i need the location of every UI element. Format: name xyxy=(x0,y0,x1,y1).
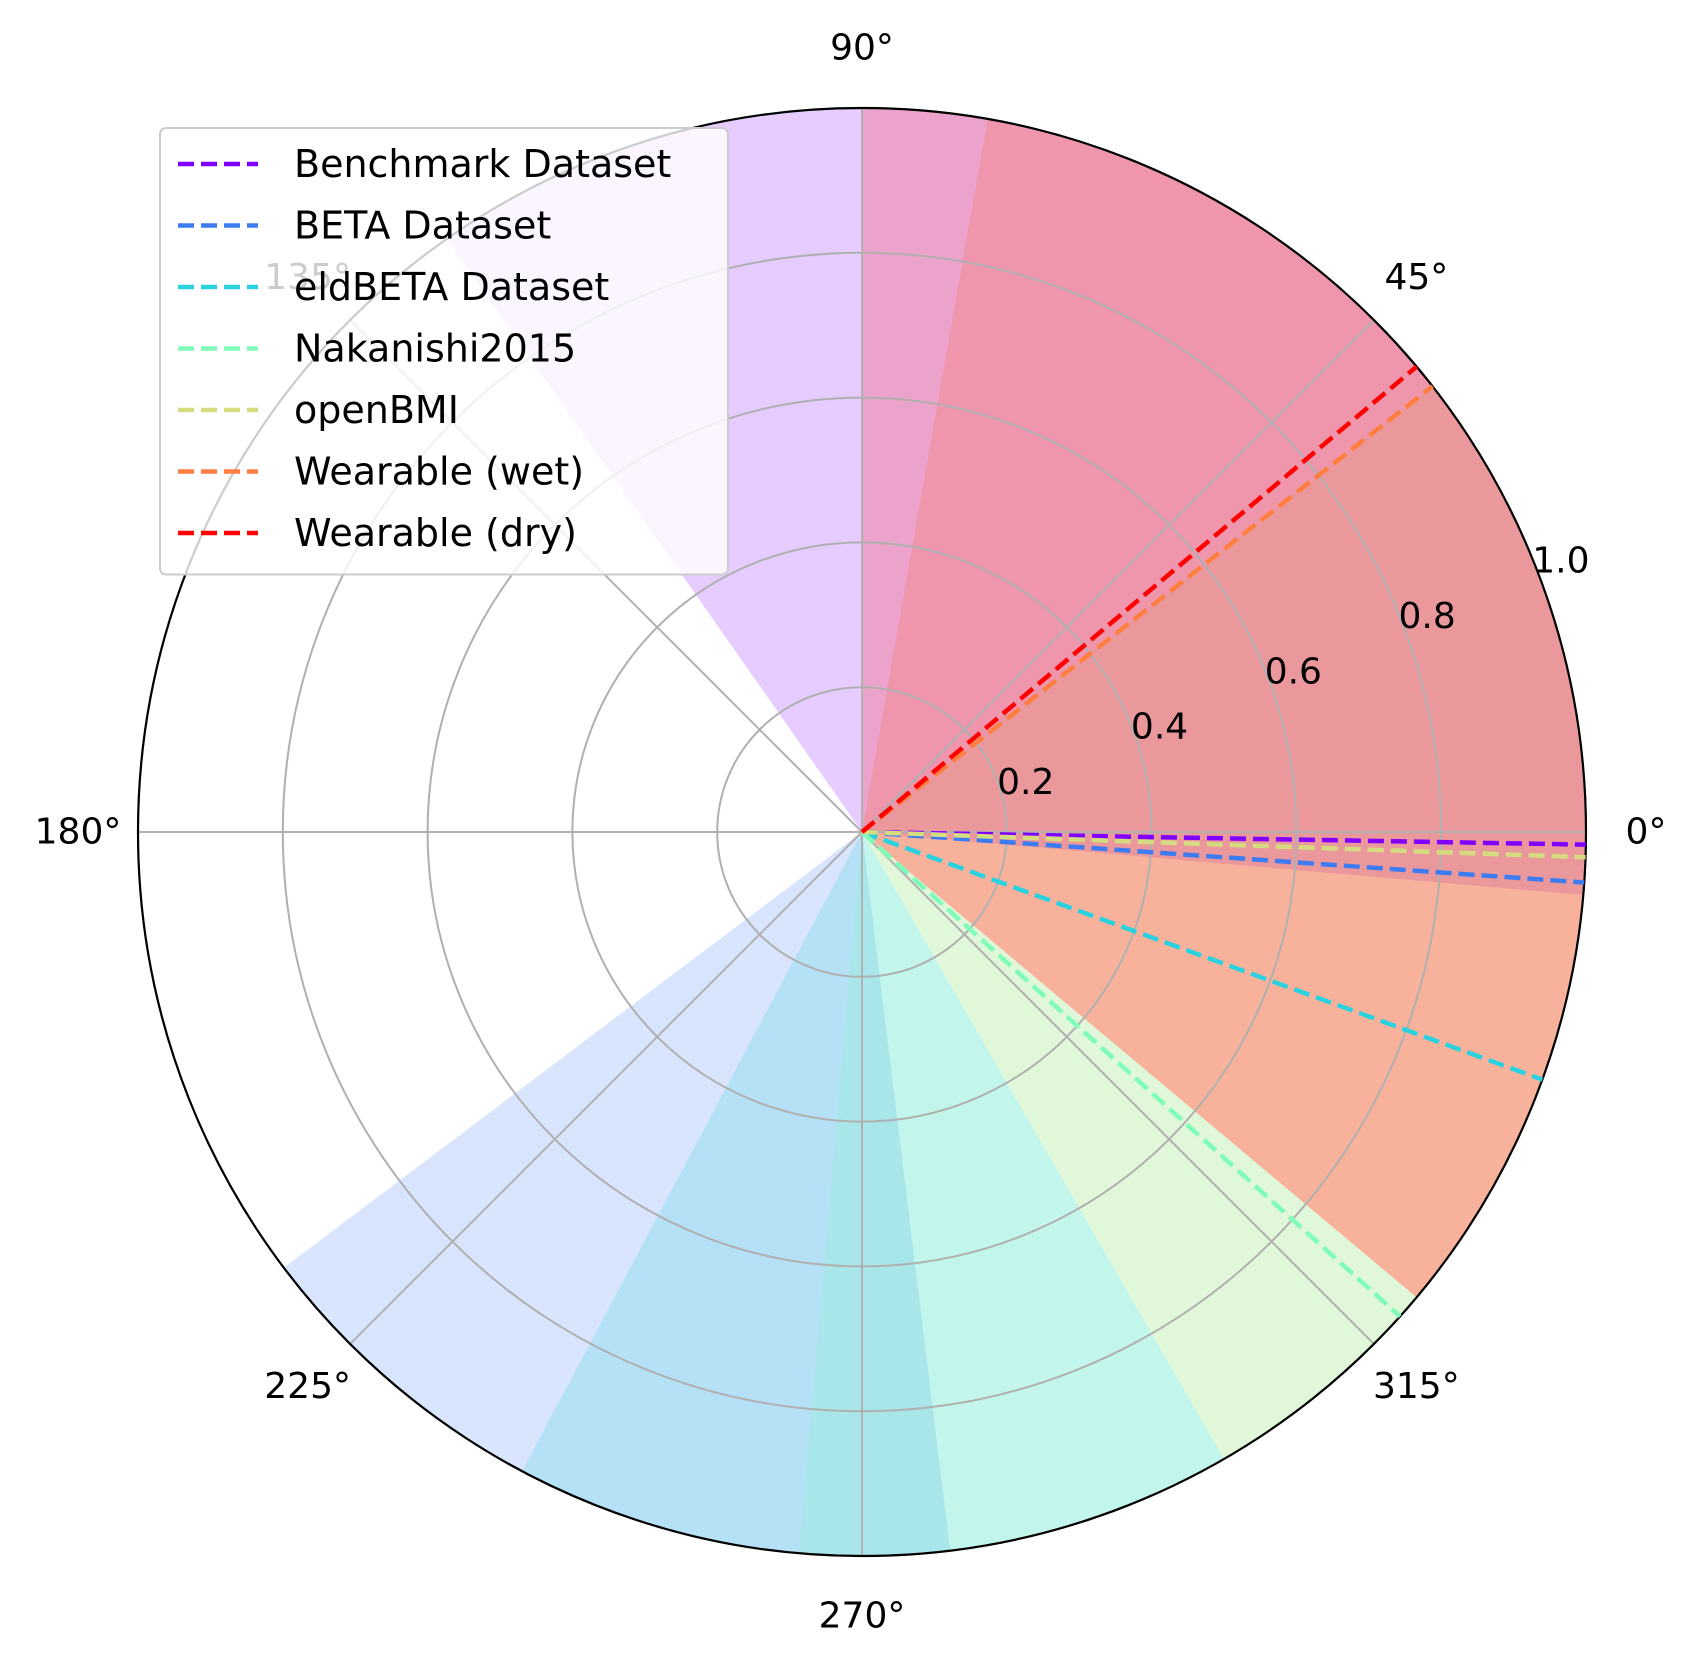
grid-layer xyxy=(136,106,1588,1558)
angular-tick-label-5: 180° xyxy=(35,812,122,853)
legend-label-6: Wearable (wet) xyxy=(294,450,584,494)
band-6 xyxy=(862,108,1586,1307)
band-4 xyxy=(797,832,1428,1556)
legend-label-4: Nakanishi2015 xyxy=(294,327,576,371)
series-line-7 xyxy=(860,364,1419,834)
angular-tick-label-7: 270° xyxy=(819,1596,906,1637)
series-line-5 xyxy=(861,829,1586,860)
legend-label-7: Wearable (dry) xyxy=(294,511,577,555)
angular-tick-label-2: 45° xyxy=(1384,257,1448,298)
series-line-4 xyxy=(860,830,1402,1319)
angular-gridline-2 xyxy=(861,319,1375,833)
radial-tick-label-3: 0.6 xyxy=(1265,651,1322,692)
angular-tick-label-1: 0° xyxy=(1626,812,1667,853)
series-line-3 xyxy=(861,829,1544,1082)
legend: Benchmark Dataset BETA Dataset eldBETA Dat… xyxy=(159,127,729,576)
legend-label-3: eldBETA Dataset xyxy=(294,265,609,309)
series-line-6 xyxy=(860,384,1434,834)
series-line-2 xyxy=(861,829,1585,885)
legend-label-5: openBMI xyxy=(294,388,459,432)
band-5 xyxy=(862,377,1586,1472)
angular-gridline-8 xyxy=(861,831,1375,1345)
radial-tick-label-4: 0.8 xyxy=(1398,596,1455,637)
angular-tick-label-6: 225° xyxy=(264,1366,351,1407)
polar-frame xyxy=(136,106,1588,1558)
band-2 xyxy=(272,832,952,1556)
series-line-layer xyxy=(860,364,1586,1319)
radial-tick-label-1: 0.2 xyxy=(997,762,1054,803)
legend-label-2: BETA Dataset xyxy=(294,204,551,248)
radial-tick-label-2: 0.4 xyxy=(1131,707,1188,748)
legend-box xyxy=(159,127,729,576)
angular-gridline-6 xyxy=(349,831,863,1345)
radial-tick-label-5: 1.0 xyxy=(1532,540,1589,581)
angular-tick-label-3: 90° xyxy=(830,28,894,69)
legend-label-1: Benchmark Dataset xyxy=(294,142,671,186)
angular-tick-label-8: 315° xyxy=(1373,1366,1460,1407)
